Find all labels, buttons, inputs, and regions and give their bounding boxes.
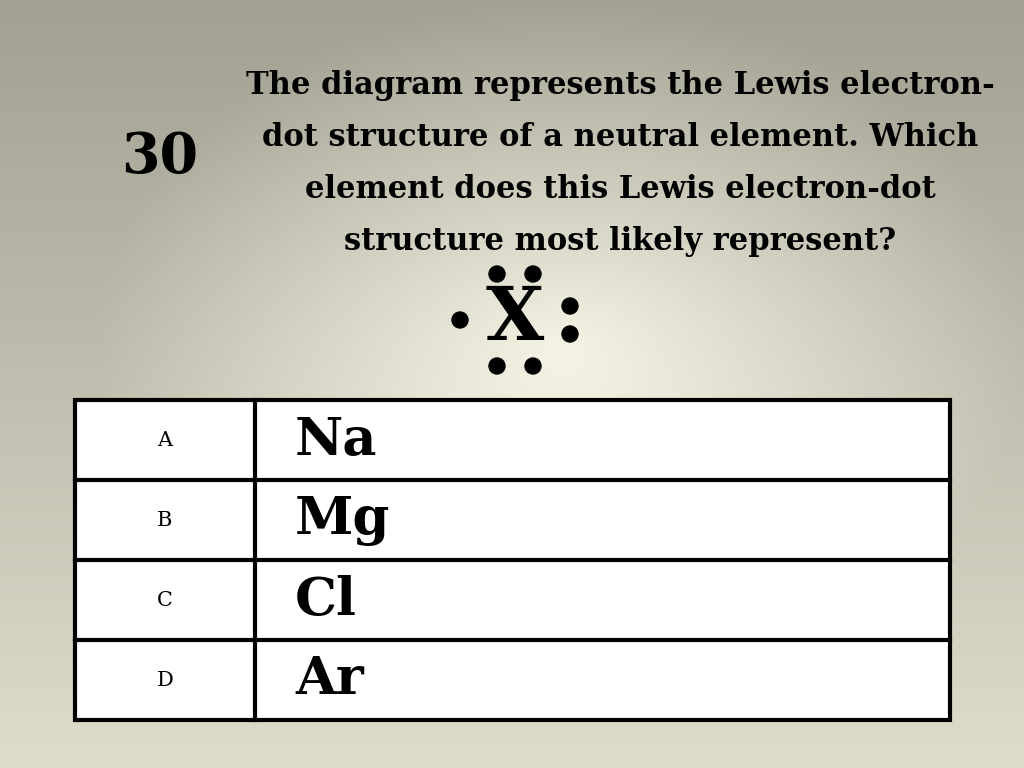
Text: B: B (158, 511, 173, 529)
Text: Cl: Cl (295, 574, 357, 625)
Text: D: D (157, 670, 173, 690)
Text: 30: 30 (122, 130, 199, 185)
Circle shape (562, 326, 578, 342)
Text: element does this Lewis electron-dot: element does this Lewis electron-dot (304, 174, 935, 205)
Text: Na: Na (295, 415, 378, 465)
Circle shape (489, 266, 505, 282)
Circle shape (562, 298, 578, 314)
Text: X: X (485, 283, 544, 356)
Text: structure most likely represent?: structure most likely represent? (344, 226, 896, 257)
Text: Ar: Ar (295, 654, 364, 706)
Text: The diagram represents the Lewis electron-: The diagram represents the Lewis electro… (246, 70, 994, 101)
Circle shape (525, 266, 541, 282)
Text: C: C (157, 591, 173, 610)
Bar (75, 400, 950, 720)
Circle shape (489, 358, 505, 374)
Text: Mg: Mg (295, 495, 390, 545)
Text: dot structure of a neutral element. Which: dot structure of a neutral element. Whic… (262, 122, 978, 153)
Text: A: A (158, 431, 173, 449)
Circle shape (452, 312, 468, 328)
Circle shape (525, 358, 541, 374)
